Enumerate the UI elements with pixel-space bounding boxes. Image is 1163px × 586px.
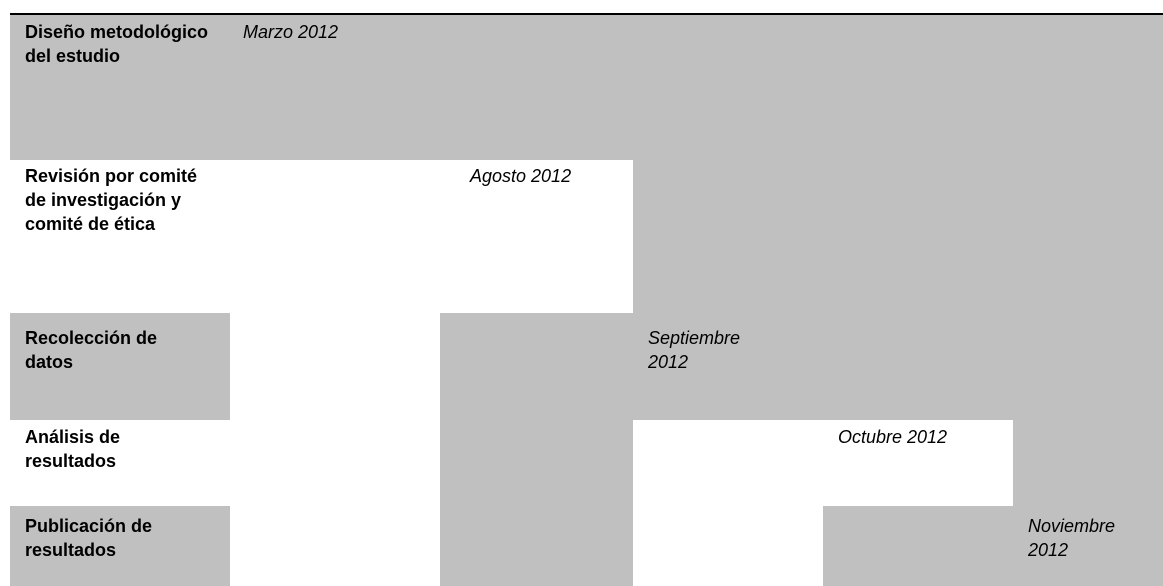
gray-cell (10, 506, 230, 586)
gray-cell (440, 420, 633, 506)
gray-cell (10, 313, 230, 420)
gray-cell (823, 506, 1163, 586)
gray-cell (633, 160, 1163, 313)
task-label: Análisis de resultados (25, 427, 121, 471)
task-label: Publicación de resultados (25, 516, 153, 560)
gray-cell (440, 313, 1163, 420)
task-label: Recolección de datos (25, 328, 158, 372)
task-label: Revisión por comité de investigación y c… (25, 166, 198, 234)
gray-cell (10, 15, 1163, 160)
task-label: Diseño metodológico del estudio (25, 22, 209, 66)
gray-cell (440, 506, 633, 586)
task-date: Agosto 2012 (470, 166, 572, 186)
task-date: Noviembre 2012 (1028, 516, 1116, 560)
task-date: Octubre 2012 (838, 427, 948, 447)
task-date: Septiembre 2012 (648, 328, 741, 372)
task-date: Marzo 2012 (243, 22, 339, 42)
gray-cell (1013, 420, 1163, 506)
top-rule (10, 13, 1163, 15)
